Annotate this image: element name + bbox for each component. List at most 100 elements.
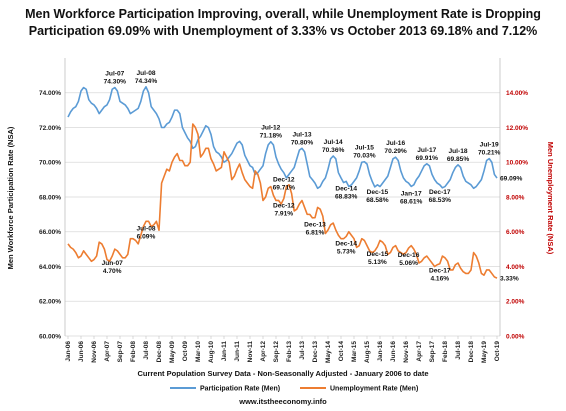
annotation-date: Jun-07: [102, 260, 124, 267]
unemployment-rate-line: [67, 123, 498, 279]
left-tick-label: 70.00%: [39, 160, 61, 167]
left-axis-ticks: 60.00% 62.00% 64.00% 66.00% 68.00% 70.00% 72.0…: [39, 90, 61, 340]
x-tick-label: Nov-16: [403, 341, 410, 363]
right-tick-label: 10.00%: [506, 160, 528, 167]
right-tick-label: 8.00%: [506, 194, 525, 201]
annotation-date: Jul-08: [136, 70, 155, 77]
x-tick-label: May-14: [325, 341, 332, 363]
annotation-value: 70.21%: [478, 150, 501, 157]
x-tick-label: Feb-18: [442, 341, 449, 362]
chart-title-line-2: Participation 69.09% with Unemployment o…: [29, 24, 538, 38]
participation-rate-line: [67, 86, 498, 190]
x-tick-label: Dec-13: [312, 341, 319, 363]
right-tick-label: 6.00%: [506, 229, 525, 236]
annotation-date: Dec-15: [367, 251, 389, 258]
left-tick-label: 64.00%: [39, 264, 61, 271]
annotation-value: 70.03%: [353, 153, 376, 160]
x-tick-label: Mar-10: [195, 341, 202, 362]
right-tick-label: 4.00%: [506, 264, 525, 271]
end-labels: 69.09% 3.33%: [500, 175, 523, 282]
x-tick-label: Jul-13: [299, 341, 306, 360]
annotation-date: Jul-08: [136, 225, 155, 232]
annotation-date: Dec-17: [429, 189, 451, 196]
right-tick-label: 0.00%: [506, 333, 525, 340]
right-tick-label: 14.00%: [506, 90, 528, 97]
annotation-date: Jul-18: [448, 148, 467, 155]
annotation-value: 68.83%: [335, 193, 358, 200]
annotation-value: 4.70%: [103, 268, 122, 275]
annotation-value: 6.09%: [137, 233, 156, 240]
footer-url: www.itstheeconomy.info: [238, 397, 327, 406]
annotation-date: Dec-13: [304, 222, 326, 229]
x-tick-label: Jul-08: [143, 341, 150, 360]
left-tick-label: 72.00%: [39, 125, 61, 132]
annotation-value: 70.29%: [384, 148, 407, 155]
left-tick-label: 68.00%: [39, 194, 61, 201]
x-tick-label: Oct-09: [182, 341, 189, 362]
x-tick-label: Apr-12: [260, 341, 267, 362]
left-tick-label: 62.00%: [39, 299, 61, 306]
annotation-value: 4.16%: [430, 276, 449, 283]
y-axis-left-title: Men Workforce Participation Rate (NSA): [6, 126, 15, 269]
annotation-date: Jul-16: [386, 140, 405, 147]
x-tick-label: Feb-08: [130, 341, 137, 362]
x-tick-label: Sep-17: [429, 341, 436, 363]
annotation-value: 7.91%: [274, 211, 293, 218]
x-tick-label: Sep-12: [273, 341, 280, 363]
right-axis-ticks: 0.00% 2.00% 4.00% 6.00% 8.00% 10.00% 12.00% 14.…: [506, 90, 528, 340]
x-tick-label: Sep-07: [117, 341, 124, 363]
x-tick-label: Jun-11: [234, 341, 241, 362]
annotation-date: Jul-17: [417, 147, 436, 154]
x-tick-label: Nov-06: [91, 341, 98, 363]
annotation-value: 70.36%: [322, 147, 345, 154]
x-tick-label: Jun-16: [390, 341, 397, 362]
left-tick-label: 66.00%: [39, 229, 61, 236]
annotation-date: Dec-14: [335, 240, 357, 247]
annotation-date: Jul-13: [292, 131, 311, 138]
legend-label-participation: Participation Rate (Men): [200, 386, 280, 393]
annotation-date: Dec-17: [429, 268, 451, 275]
x-tick-label: Jan-06: [65, 341, 72, 362]
x-tick-label: Dec-08: [156, 341, 163, 363]
annotation-date: Jul-19: [480, 142, 499, 149]
annotation-date: Jul-12: [261, 125, 280, 132]
x-tick-label: Apr-17: [416, 341, 423, 362]
annotation-date: Jan-17: [401, 190, 422, 197]
annotation-date: Dec-15: [367, 189, 389, 196]
annotation-value: 69.91%: [416, 155, 439, 162]
x-tick-label: Aug-10: [208, 341, 215, 363]
annotation-date: Dec-14: [335, 185, 357, 192]
annotation-value: 69.71%: [273, 185, 296, 192]
annotation-value: 68.58%: [366, 197, 389, 204]
gridlines: [64, 58, 501, 337]
annotation-value: 68.53%: [429, 197, 452, 204]
annotation-date: Dec-12: [273, 177, 295, 184]
x-tick-label: Feb-13: [286, 341, 293, 362]
annotation-value: 5.73%: [337, 248, 356, 255]
annotation-value: 6.81%: [306, 230, 325, 237]
x-axis-title: Current Population Survey Data - Non-Sea…: [137, 369, 428, 378]
annotation-value: 5.13%: [368, 259, 387, 266]
right-tick-label: 2.00%: [506, 299, 525, 306]
annotation-value: 69.85%: [447, 156, 470, 163]
x-tick-label: Apr-07: [104, 341, 111, 362]
end-value-label: 69.09%: [500, 175, 523, 182]
annotation-date: Dec-12: [273, 203, 295, 210]
y-axis-right-title: Men Unemployment Rate (NSA): [546, 142, 555, 255]
x-tick-label: Mar-15: [351, 341, 358, 362]
left-tick-label: 74.00%: [39, 90, 61, 97]
x-tick-label: Jun-06: [78, 341, 85, 362]
x-tick-label: Nov-11: [247, 341, 254, 363]
x-tick-label: Oct-14: [338, 341, 345, 362]
annotation-value: 70.80%: [291, 139, 314, 146]
x-tick-label: Dec-18: [468, 341, 475, 363]
annotation-date: Jul-07: [105, 71, 124, 78]
annotation-value: 71.18%: [260, 133, 283, 140]
left-tick-label: 60.00%: [39, 333, 61, 340]
annotation-value: 5.06%: [399, 260, 418, 267]
annotation-value: 74.34%: [135, 78, 158, 85]
annotation-date: Jul-15: [355, 145, 374, 152]
chart-title-line-1: Men Workforce Participation Improving, o…: [25, 7, 541, 21]
